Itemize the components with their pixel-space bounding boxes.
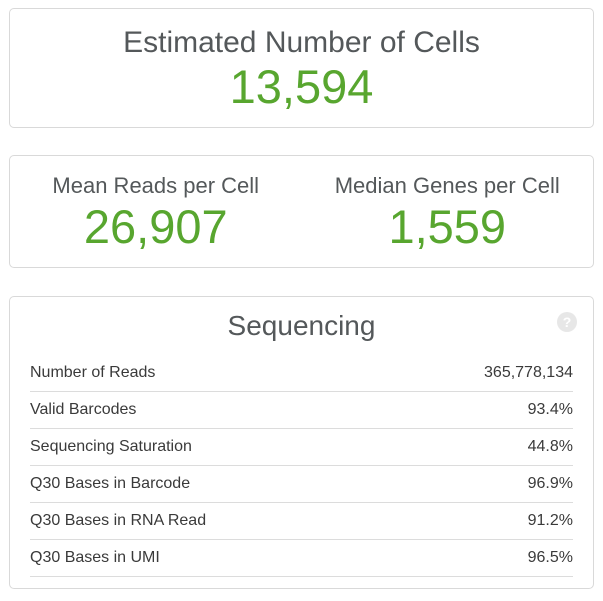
metric-value: 93.4% <box>390 391 573 429</box>
metric-value: 44.8% <box>390 428 573 466</box>
card-per-cell-metrics: Mean Reads per Cell 26,907 Median Genes … <box>9 155 594 268</box>
metric-mean-reads-per-cell: Mean Reads per Cell 26,907 <box>10 172 302 267</box>
metric-label: Sequencing Saturation <box>30 428 391 466</box>
metric-label: Q30 Bases in UMI <box>30 539 391 577</box>
mean-reads-value: 26,907 <box>83 200 228 253</box>
table-row: Sequencing Saturation 44.8% <box>30 428 573 466</box>
estimated-cells-value: 13,594 <box>229 60 374 113</box>
table-row: Valid Barcodes 93.4% <box>30 391 573 429</box>
metric-median-genes-per-cell: Median Genes per Cell 1,559 <box>302 172 594 267</box>
table-row: Q30 Bases in RNA Read 91.2% <box>30 502 573 540</box>
card-estimated-cells: Estimated Number of Cells 13,594 <box>9 8 594 128</box>
metric-value: 91.2% <box>390 502 573 540</box>
metric-label: Q30 Bases in RNA Read <box>30 502 391 540</box>
metric-value: 96.9% <box>390 465 573 503</box>
card-sequencing: Sequencing ? Number of Reads 365,778,134… <box>9 296 594 589</box>
summary-page: Estimated Number of Cells 13,594 Mean Re… <box>0 8 603 589</box>
sequencing-header: Sequencing ? <box>30 309 577 345</box>
metric-label: Number of Reads <box>30 355 391 392</box>
median-genes-label: Median Genes per Cell <box>334 173 560 198</box>
sequencing-title: Sequencing <box>227 310 376 341</box>
metric-label: Valid Barcodes <box>30 391 391 429</box>
metric-value: 96.5% <box>390 539 573 577</box>
mean-reads-label: Mean Reads per Cell <box>52 173 260 198</box>
estimated-cells-title: Estimated Number of Cells <box>123 26 480 59</box>
metric-label: Q30 Bases in Barcode <box>30 465 391 503</box>
table-row: Q30 Bases in Barcode 96.9% <box>30 465 573 503</box>
median-genes-value: 1,559 <box>388 200 507 253</box>
question-mark-icon[interactable]: ? <box>557 312 577 332</box>
table-row: Number of Reads 365,778,134 <box>30 355 573 392</box>
table-row: Q30 Bases in UMI 96.5% <box>30 539 573 577</box>
sequencing-metrics-table: Number of Reads 365,778,134 Valid Barcod… <box>30 355 573 577</box>
metric-value: 365,778,134 <box>390 355 573 392</box>
